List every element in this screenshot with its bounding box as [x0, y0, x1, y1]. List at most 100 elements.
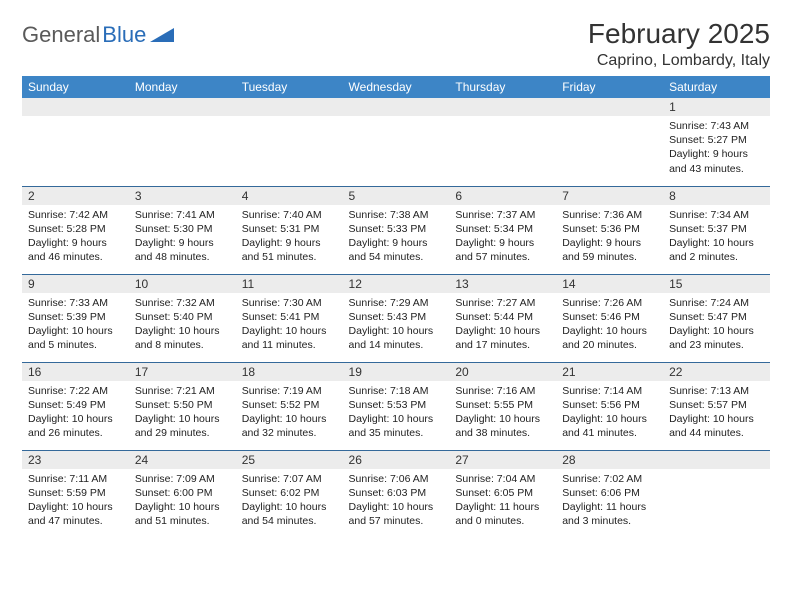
day-details: Sunrise: 7:40 AMSunset: 5:31 PMDaylight:… [236, 205, 343, 270]
calendar-week-row: 1Sunrise: 7:43 AMSunset: 5:27 PMDaylight… [22, 98, 770, 186]
day-details: Sunrise: 7:16 AMSunset: 5:55 PMDaylight:… [449, 381, 556, 446]
day-number [22, 98, 129, 116]
day-details: Sunrise: 7:30 AMSunset: 5:41 PMDaylight:… [236, 293, 343, 358]
day-number: 25 [236, 451, 343, 469]
day-details: Sunrise: 7:26 AMSunset: 5:46 PMDaylight:… [556, 293, 663, 358]
weekday-header: Wednesday [343, 76, 450, 98]
sunrise-text: Sunrise: 7:21 AM [135, 384, 230, 398]
day-number: 21 [556, 363, 663, 381]
day-number: 23 [22, 451, 129, 469]
sunset-text: Sunset: 5:49 PM [28, 398, 123, 412]
sunset-text: Sunset: 5:28 PM [28, 222, 123, 236]
calendar-cell: 8Sunrise: 7:34 AMSunset: 5:37 PMDaylight… [663, 186, 770, 274]
daylight-text: Daylight: 10 hours and 23 minutes. [669, 324, 764, 352]
day-details: Sunrise: 7:41 AMSunset: 5:30 PMDaylight:… [129, 205, 236, 270]
calendar-cell: 12Sunrise: 7:29 AMSunset: 5:43 PMDayligh… [343, 274, 450, 362]
day-details: Sunrise: 7:02 AMSunset: 6:06 PMDaylight:… [556, 469, 663, 534]
day-number [236, 98, 343, 116]
day-details: Sunrise: 7:06 AMSunset: 6:03 PMDaylight:… [343, 469, 450, 534]
calendar-cell: 9Sunrise: 7:33 AMSunset: 5:39 PMDaylight… [22, 274, 129, 362]
calendar-cell: 13Sunrise: 7:27 AMSunset: 5:44 PMDayligh… [449, 274, 556, 362]
day-details: Sunrise: 7:36 AMSunset: 5:36 PMDaylight:… [556, 205, 663, 270]
sunset-text: Sunset: 5:34 PM [455, 222, 550, 236]
day-number: 9 [22, 275, 129, 293]
day-details: Sunrise: 7:38 AMSunset: 5:33 PMDaylight:… [343, 205, 450, 270]
day-number: 6 [449, 187, 556, 205]
sunset-text: Sunset: 5:40 PM [135, 310, 230, 324]
sunrise-text: Sunrise: 7:30 AM [242, 296, 337, 310]
day-number: 12 [343, 275, 450, 293]
weekday-header: Tuesday [236, 76, 343, 98]
day-number: 27 [449, 451, 556, 469]
day-number: 4 [236, 187, 343, 205]
day-details: Sunrise: 7:13 AMSunset: 5:57 PMDaylight:… [663, 381, 770, 446]
sunrise-text: Sunrise: 7:02 AM [562, 472, 657, 486]
calendar-cell: 15Sunrise: 7:24 AMSunset: 5:47 PMDayligh… [663, 274, 770, 362]
calendar-cell: 19Sunrise: 7:18 AMSunset: 5:53 PMDayligh… [343, 362, 450, 450]
day-details: Sunrise: 7:32 AMSunset: 5:40 PMDaylight:… [129, 293, 236, 358]
sunrise-text: Sunrise: 7:34 AM [669, 208, 764, 222]
sunset-text: Sunset: 5:43 PM [349, 310, 444, 324]
daylight-text: Daylight: 10 hours and 47 minutes. [28, 500, 123, 528]
sunset-text: Sunset: 5:41 PM [242, 310, 337, 324]
calendar-week-row: 2Sunrise: 7:42 AMSunset: 5:28 PMDaylight… [22, 186, 770, 274]
day-details: Sunrise: 7:14 AMSunset: 5:56 PMDaylight:… [556, 381, 663, 446]
day-details: Sunrise: 7:34 AMSunset: 5:37 PMDaylight:… [663, 205, 770, 270]
day-number: 19 [343, 363, 450, 381]
sunrise-text: Sunrise: 7:14 AM [562, 384, 657, 398]
sunrise-text: Sunrise: 7:26 AM [562, 296, 657, 310]
sunrise-text: Sunrise: 7:42 AM [28, 208, 123, 222]
day-details: Sunrise: 7:04 AMSunset: 6:05 PMDaylight:… [449, 469, 556, 534]
sunrise-text: Sunrise: 7:22 AM [28, 384, 123, 398]
day-number: 1 [663, 98, 770, 116]
sunset-text: Sunset: 6:00 PM [135, 486, 230, 500]
day-number: 16 [22, 363, 129, 381]
weekday-header: Sunday [22, 76, 129, 98]
day-number [343, 98, 450, 116]
month-title: February 2025 [588, 18, 770, 50]
brand-part1: General [22, 22, 100, 48]
sunrise-text: Sunrise: 7:18 AM [349, 384, 444, 398]
weekday-header: Thursday [449, 76, 556, 98]
daylight-text: Daylight: 10 hours and 8 minutes. [135, 324, 230, 352]
calendar-cell [556, 98, 663, 186]
day-number: 28 [556, 451, 663, 469]
day-details: Sunrise: 7:19 AMSunset: 5:52 PMDaylight:… [236, 381, 343, 446]
calendar-cell [449, 98, 556, 186]
calendar-cell: 24Sunrise: 7:09 AMSunset: 6:00 PMDayligh… [129, 450, 236, 538]
sunrise-text: Sunrise: 7:09 AM [135, 472, 230, 486]
day-details: Sunrise: 7:42 AMSunset: 5:28 PMDaylight:… [22, 205, 129, 270]
sunrise-text: Sunrise: 7:43 AM [669, 119, 764, 133]
calendar-cell: 2Sunrise: 7:42 AMSunset: 5:28 PMDaylight… [22, 186, 129, 274]
daylight-text: Daylight: 10 hours and 26 minutes. [28, 412, 123, 440]
sunrise-text: Sunrise: 7:36 AM [562, 208, 657, 222]
calendar-week-row: 23Sunrise: 7:11 AMSunset: 5:59 PMDayligh… [22, 450, 770, 538]
day-details: Sunrise: 7:18 AMSunset: 5:53 PMDaylight:… [343, 381, 450, 446]
calendar-cell: 3Sunrise: 7:41 AMSunset: 5:30 PMDaylight… [129, 186, 236, 274]
day-number: 15 [663, 275, 770, 293]
calendar-cell: 23Sunrise: 7:11 AMSunset: 5:59 PMDayligh… [22, 450, 129, 538]
calendar-cell: 27Sunrise: 7:04 AMSunset: 6:05 PMDayligh… [449, 450, 556, 538]
calendar-header-row: SundayMondayTuesdayWednesdayThursdayFrid… [22, 76, 770, 98]
daylight-text: Daylight: 9 hours and 48 minutes. [135, 236, 230, 264]
daylight-text: Daylight: 11 hours and 3 minutes. [562, 500, 657, 528]
sunset-text: Sunset: 5:47 PM [669, 310, 764, 324]
daylight-text: Daylight: 9 hours and 43 minutes. [669, 147, 764, 175]
sunrise-text: Sunrise: 7:06 AM [349, 472, 444, 486]
day-number: 18 [236, 363, 343, 381]
day-number: 11 [236, 275, 343, 293]
daylight-text: Daylight: 9 hours and 51 minutes. [242, 236, 337, 264]
daylight-text: Daylight: 9 hours and 57 minutes. [455, 236, 550, 264]
calendar-cell: 25Sunrise: 7:07 AMSunset: 6:02 PMDayligh… [236, 450, 343, 538]
calendar-cell [129, 98, 236, 186]
sunset-text: Sunset: 5:39 PM [28, 310, 123, 324]
day-details: Sunrise: 7:21 AMSunset: 5:50 PMDaylight:… [129, 381, 236, 446]
location-text: Caprino, Lombardy, Italy [588, 52, 770, 70]
daylight-text: Daylight: 11 hours and 0 minutes. [455, 500, 550, 528]
daylight-text: Daylight: 10 hours and 51 minutes. [135, 500, 230, 528]
calendar-cell [663, 450, 770, 538]
daylight-text: Daylight: 10 hours and 17 minutes. [455, 324, 550, 352]
day-number: 13 [449, 275, 556, 293]
day-number: 3 [129, 187, 236, 205]
day-details: Sunrise: 7:29 AMSunset: 5:43 PMDaylight:… [343, 293, 450, 358]
